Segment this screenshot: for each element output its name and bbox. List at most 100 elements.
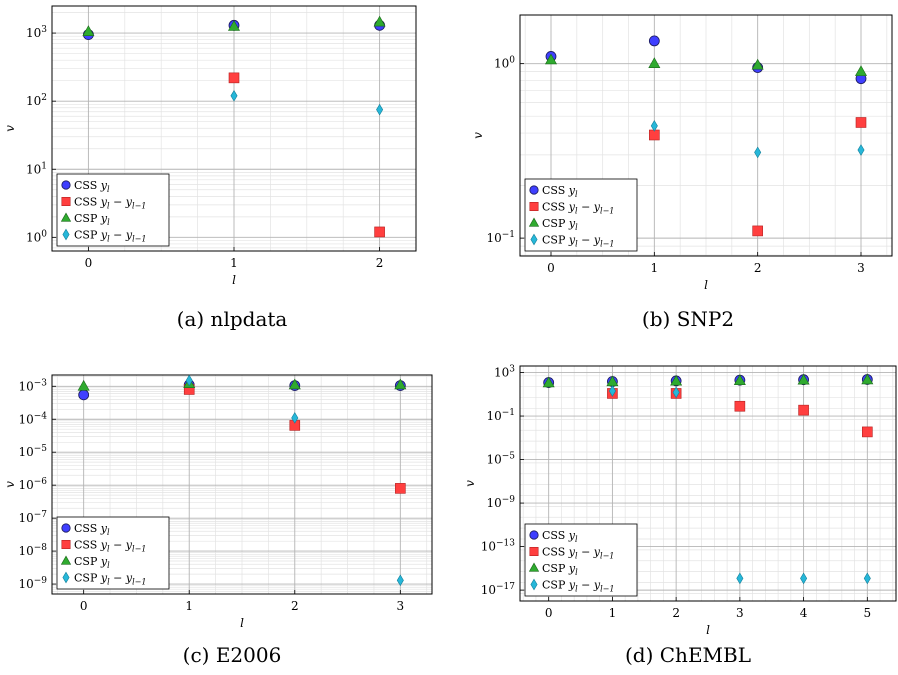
x-tick-label: 1 (609, 606, 617, 620)
data-point-diamond (185, 374, 193, 387)
data-point-triangle (648, 57, 661, 68)
x-tick-label: 3 (397, 599, 405, 613)
y-tick-label: 10−1 (486, 230, 515, 245)
caption-d: (d) ChEMBL (624, 643, 752, 667)
caption-b: (b) SNP2 (641, 307, 735, 331)
y-tick-label: 10−9 (486, 495, 515, 510)
legend-entry: CSP yl (542, 217, 578, 232)
y-tick-label: 10−8 (18, 543, 47, 558)
y-tick-label: 10−6 (18, 477, 47, 492)
data-point-triangle (77, 379, 90, 391)
data-point-square (228, 72, 240, 84)
legend-marker-diamond (530, 233, 538, 246)
y-tick-label: 103 (26, 25, 47, 40)
x-axis-label: l (232, 273, 236, 287)
x-tick-label: 1 (230, 256, 238, 270)
y-tick-label: 10−5 (18, 444, 47, 459)
legend-entry: CSP yl − yl−1 (74, 572, 146, 587)
axes-frame (519, 14, 893, 257)
data-point-square (374, 226, 385, 238)
data-point-diamond (736, 572, 744, 585)
data-point-triangle (733, 374, 746, 385)
legend-entry: CSS yl − yl−1 (542, 201, 614, 216)
y-tick-label: 10−1 (486, 408, 515, 423)
caption-a: (a) nlpdata (176, 307, 288, 331)
legend-marker-circle (529, 530, 539, 540)
data-point-triangle (861, 373, 874, 385)
data-point-triangle (542, 376, 555, 388)
legend-marker-square (529, 202, 539, 212)
y-axis-label: v (463, 480, 477, 487)
data-point-diamond (863, 572, 871, 585)
data-point-diamond (376, 103, 384, 116)
legend-entry: CSP yl − yl−1 (542, 234, 614, 249)
data-point-square (395, 483, 406, 494)
legend-entry: CSS yl − yl−1 (74, 539, 146, 554)
legend-marker-triangle (60, 555, 72, 565)
data-point-square (798, 404, 809, 416)
data-point-circle (648, 35, 660, 47)
legend-entry: CSP yl − yl−1 (542, 579, 614, 594)
legend-marker-circle (61, 523, 71, 533)
x-tick-label: 3 (857, 261, 865, 275)
legend-entry: CSS yl (542, 184, 578, 199)
y-tick-label: 10−4 (18, 411, 47, 426)
data-point-triangle (854, 65, 868, 76)
data-point-diamond (800, 572, 808, 585)
data-point-triangle (394, 378, 407, 390)
data-point-diamond (396, 574, 404, 587)
legend-entry: CSS yl (74, 522, 110, 537)
y-axis-label: v (471, 132, 485, 139)
y-tick-label: 10−3 (18, 378, 47, 393)
data-point-triangle (670, 374, 683, 386)
legend-marker-square (529, 546, 539, 556)
data-point-square (855, 117, 867, 128)
legend-entry: CSP yl − yl−1 (74, 229, 146, 244)
x-tick-label: 4 (800, 606, 808, 620)
data-point-triangle (82, 25, 95, 36)
legend-entry: CSP yl (542, 562, 578, 577)
legend-entry: CSS yl − yl−1 (74, 196, 146, 211)
legend-marker-diamond (62, 228, 70, 241)
data-point-square (862, 426, 873, 438)
data-point-triangle (544, 53, 558, 65)
legend-entry: CSS yl (542, 529, 578, 544)
x-tick-label: 0 (85, 256, 93, 270)
y-tick-label: 102 (26, 93, 47, 108)
legend-marker-circle (529, 185, 539, 195)
y-axis-label: v (3, 481, 17, 488)
data-point-diamond (230, 89, 238, 102)
data-point-triangle (373, 15, 386, 27)
data-point-diamond (291, 412, 299, 424)
x-tick-label: 1 (651, 261, 659, 275)
legend-entry: CSP yl (74, 555, 110, 570)
y-tick-label: 10−9 (18, 576, 47, 591)
y-tick-label: 10−13 (481, 539, 516, 554)
data-point-diamond (754, 146, 762, 159)
chart-panel-2: 10−9 10−8 10−7 10−6 10−5 10−4 10−3 0 1 2 3 l v CSS yl… (3, 374, 433, 630)
y-tick-label: 10−7 (18, 510, 47, 525)
x-tick-label: 2 (376, 256, 384, 270)
x-axis-label: l (240, 616, 244, 630)
legend-entry: CSP yl (74, 212, 110, 227)
data-point-triangle (797, 373, 810, 385)
x-axis-label: l (706, 623, 710, 637)
legend-marker-diamond (62, 571, 70, 584)
y-tick-label: 100 (26, 229, 47, 244)
legend-entry: CSS yl − yl−1 (542, 546, 614, 561)
x-tick-label: 2 (754, 261, 762, 275)
data-point-triangle (288, 378, 301, 390)
legend-marker-circle (61, 180, 71, 190)
x-tick-label: 2 (291, 599, 299, 613)
y-tick-label: 101 (26, 161, 47, 176)
x-tick-label: 0 (80, 599, 88, 613)
y-tick-label: 10−17 (481, 582, 516, 597)
legend-marker-triangle (60, 212, 72, 222)
y-axis-label: v (3, 125, 17, 132)
